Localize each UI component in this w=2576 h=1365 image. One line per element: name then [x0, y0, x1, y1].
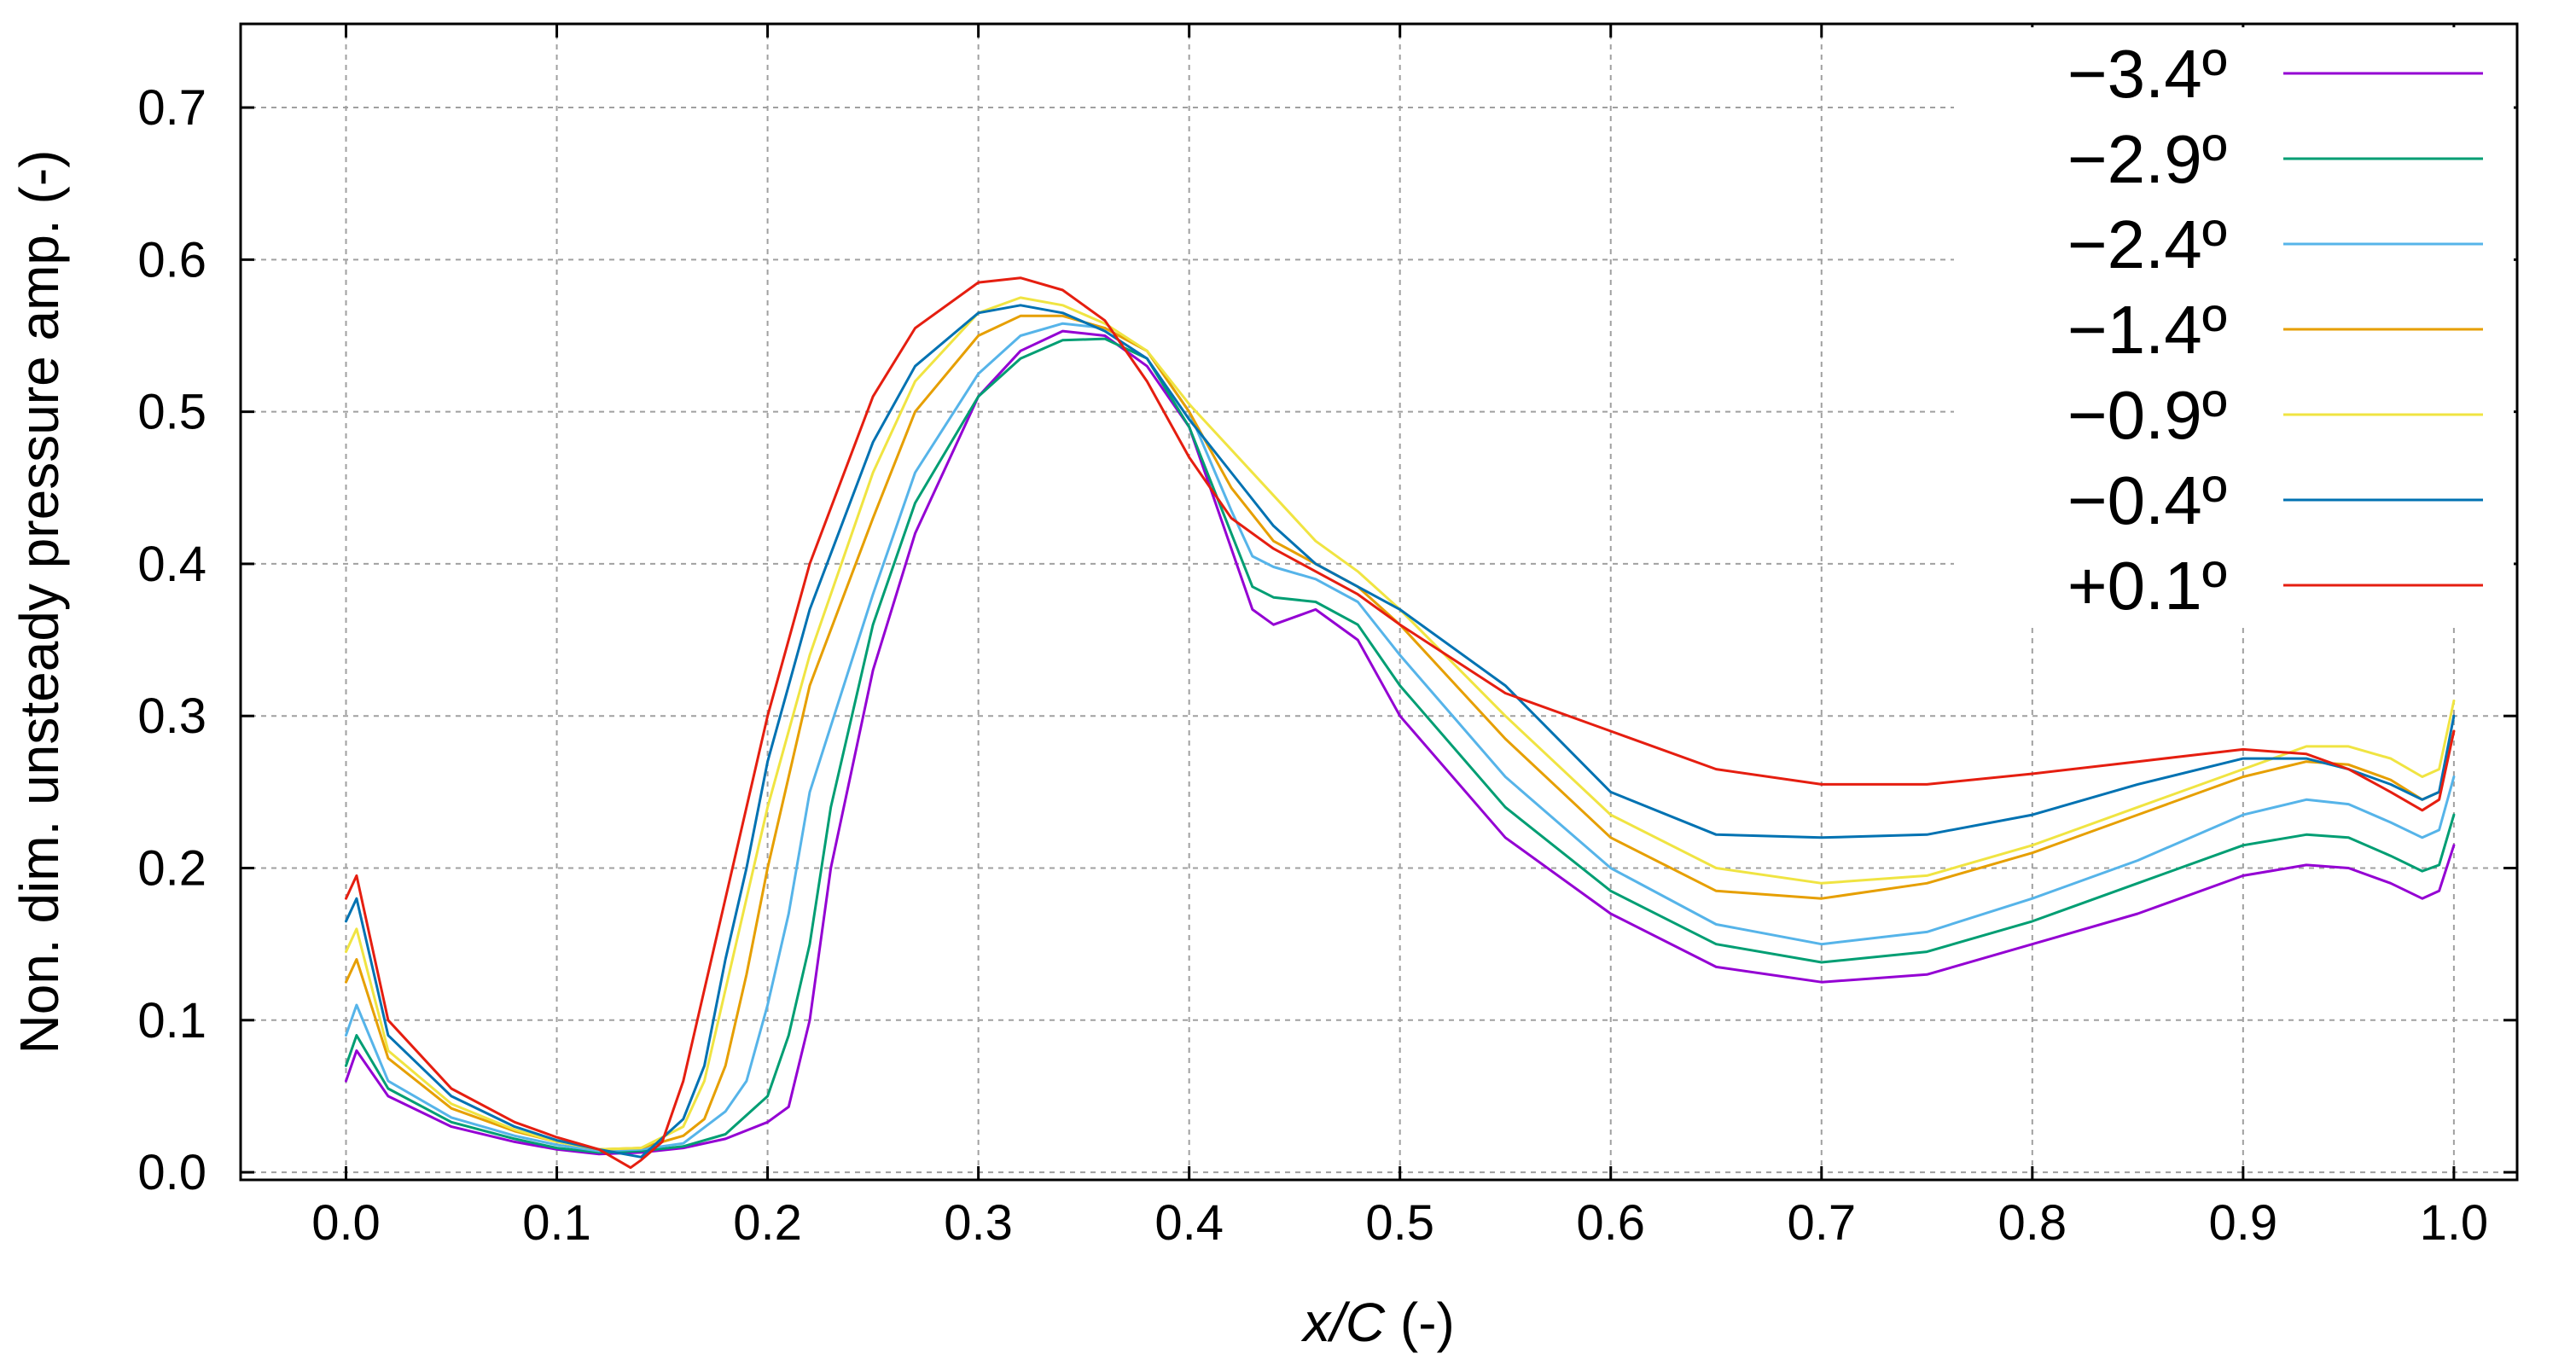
legend-label: −0.4º	[2067, 462, 2227, 538]
y-tick-label: 0.2	[137, 841, 206, 897]
plot-frame	[239, 22, 2519, 1182]
x-tick-label: 0.1	[522, 1195, 591, 1251]
y-tick-label: 0.0	[137, 1145, 206, 1200]
legend-label: −2.4º	[2067, 206, 2227, 282]
y-tick-label: 0.5	[137, 385, 206, 440]
y-tick-label: 0.4	[137, 537, 206, 592]
x-tick-label: 0.3	[944, 1195, 1013, 1251]
y-tick-label: 0.1	[137, 993, 206, 1048]
y-tick-label: 0.6	[137, 232, 206, 288]
x-axis-title-var: x/C	[1300, 1292, 1386, 1353]
series-line	[345, 276, 2456, 1170]
legend: −3.4º −2.9º −2.4º −1.4º −0.9º −0.4º +0.1º	[2067, 36, 2483, 624]
x-tick-label: 0.2	[733, 1195, 802, 1251]
legend-label: −3.4º	[2067, 36, 2227, 112]
x-tick-label: 0.7	[1787, 1195, 1856, 1251]
x-tick-labels: 0.0 0.1 0.2 0.3 0.4 0.5 0.6 0.7 0.8 0.9 1.0	[311, 1195, 2488, 1251]
series-lines	[345, 276, 2456, 1170]
x-tick-label: 0.4	[1154, 1195, 1224, 1251]
x-tick-label: 0.9	[2209, 1195, 2278, 1251]
series-line	[345, 329, 2456, 1156]
series-line	[345, 337, 2456, 1154]
y-tick-labels: 0.0 0.1 0.2 0.3 0.4 0.5 0.6 0.7	[137, 80, 206, 1200]
x-tick-label: 0.8	[1997, 1195, 2067, 1251]
legend-label: −1.4º	[2067, 292, 2227, 368]
legend-label: −0.9º	[2067, 377, 2227, 453]
legend-label: −2.9º	[2067, 121, 2227, 197]
x-tick-label: 1.0	[2420, 1195, 2489, 1251]
series-line	[345, 296, 2456, 1151]
y-tick-label: 0.3	[137, 688, 206, 744]
x-tick-label: 0.5	[1365, 1195, 1434, 1251]
x-tick-label: 0.0	[311, 1195, 381, 1251]
y-axis-title: Non. dim. unsteady pressure amp. (-)	[9, 150, 70, 1054]
x-tick-label: 0.6	[1576, 1195, 1645, 1251]
y-tick-label: 0.7	[137, 80, 206, 136]
legend-label: +0.1º	[2067, 548, 2227, 624]
x-axis-title: x/C (-)	[1300, 1292, 1455, 1353]
series-line	[345, 304, 2456, 1159]
x-axis-title-unit: (-)	[1385, 1292, 1455, 1353]
legend-background	[1954, 27, 2514, 624]
